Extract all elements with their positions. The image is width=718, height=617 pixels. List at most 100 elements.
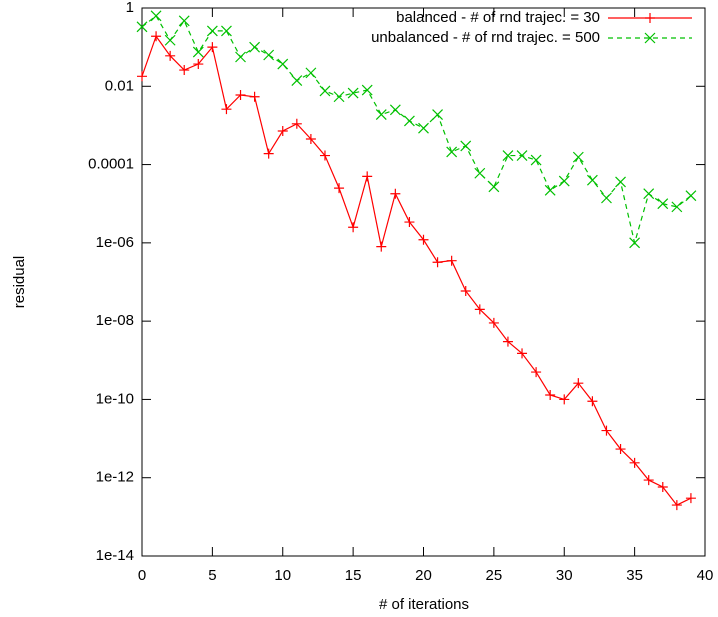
legend-label: balanced - # of rnd trajec. = 30 bbox=[396, 9, 600, 26]
point bbox=[432, 109, 443, 120]
point bbox=[460, 140, 472, 152]
point bbox=[629, 457, 640, 468]
point bbox=[319, 150, 330, 161]
point bbox=[375, 109, 387, 120]
point bbox=[558, 175, 570, 187]
point bbox=[206, 25, 218, 37]
y-tick-label: 0.01 bbox=[105, 77, 134, 94]
point bbox=[474, 304, 485, 315]
point bbox=[530, 154, 542, 166]
point bbox=[474, 167, 486, 179]
y-tick-label: 1 bbox=[126, 0, 134, 16]
point bbox=[418, 234, 429, 245]
point bbox=[657, 481, 668, 492]
series-line bbox=[141, 34, 692, 506]
point bbox=[488, 317, 499, 328]
point bbox=[615, 176, 626, 188]
point bbox=[291, 75, 303, 86]
y-axis-title: residual bbox=[11, 256, 28, 309]
point bbox=[545, 389, 556, 400]
point bbox=[587, 396, 598, 407]
x-tick-label: 35 bbox=[626, 567, 643, 584]
point bbox=[221, 104, 232, 115]
point bbox=[559, 394, 570, 405]
legend-marker bbox=[645, 13, 655, 23]
point bbox=[263, 49, 275, 61]
point bbox=[657, 198, 669, 210]
point bbox=[573, 378, 584, 389]
point bbox=[151, 31, 162, 42]
legend-marker bbox=[644, 32, 656, 44]
point bbox=[516, 150, 528, 161]
point bbox=[601, 425, 612, 436]
plot-frame bbox=[141, 7, 706, 557]
point bbox=[249, 41, 261, 53]
y-tick-label: 1e-10 bbox=[96, 390, 134, 407]
point bbox=[460, 285, 471, 296]
point bbox=[418, 122, 429, 134]
point bbox=[446, 255, 457, 266]
point bbox=[136, 21, 148, 33]
series-line bbox=[141, 14, 692, 246]
point bbox=[361, 84, 373, 96]
y-tick-label: 1e-08 bbox=[96, 312, 134, 329]
point bbox=[572, 151, 584, 163]
point bbox=[277, 126, 288, 137]
point bbox=[348, 222, 359, 233]
y-tick-label: 1e-12 bbox=[96, 469, 134, 486]
point bbox=[291, 118, 302, 129]
point bbox=[671, 201, 683, 213]
point bbox=[207, 42, 218, 53]
point bbox=[601, 192, 612, 204]
point bbox=[277, 58, 289, 70]
point bbox=[531, 367, 542, 378]
point bbox=[193, 59, 204, 70]
point bbox=[165, 50, 176, 61]
point bbox=[235, 51, 246, 63]
point bbox=[263, 148, 274, 159]
point bbox=[502, 150, 514, 161]
point bbox=[390, 188, 401, 199]
y-tick-label: 0.0001 bbox=[88, 156, 134, 173]
point bbox=[334, 183, 345, 194]
point bbox=[192, 46, 204, 58]
point bbox=[685, 493, 696, 504]
point bbox=[432, 257, 443, 268]
x-tick-label: 20 bbox=[415, 567, 432, 584]
legend-label: unbalanced - # of rnd trajec. = 500 bbox=[371, 29, 600, 46]
point bbox=[404, 115, 415, 127]
point bbox=[305, 67, 317, 79]
point bbox=[615, 444, 626, 455]
point bbox=[150, 10, 162, 22]
point bbox=[333, 91, 345, 103]
point bbox=[249, 91, 260, 102]
point bbox=[221, 25, 232, 37]
x-tick-label: 25 bbox=[486, 567, 503, 584]
x-tick-label: 15 bbox=[345, 567, 362, 584]
point bbox=[235, 89, 246, 100]
x-axis-title: # of iterations bbox=[379, 596, 469, 613]
point bbox=[488, 181, 500, 193]
point bbox=[137, 71, 147, 82]
x-tick-label: 10 bbox=[274, 567, 291, 584]
x-tick-label: 30 bbox=[556, 567, 573, 584]
point bbox=[305, 134, 316, 145]
point bbox=[319, 85, 331, 97]
point bbox=[502, 336, 513, 347]
x-tick-label: 0 bbox=[138, 567, 146, 584]
point bbox=[629, 237, 641, 249]
point bbox=[671, 500, 682, 511]
point bbox=[586, 174, 598, 186]
point bbox=[544, 184, 556, 196]
point bbox=[376, 241, 387, 252]
point bbox=[517, 348, 528, 359]
y-tick-label: 1e-14 bbox=[96, 547, 134, 564]
x-tick-label: 5 bbox=[208, 567, 216, 584]
point bbox=[179, 65, 190, 76]
point bbox=[178, 15, 190, 27]
x-tick-label: 40 bbox=[697, 567, 714, 584]
point bbox=[685, 190, 697, 202]
y-tick-label: 1e-06 bbox=[96, 234, 134, 251]
